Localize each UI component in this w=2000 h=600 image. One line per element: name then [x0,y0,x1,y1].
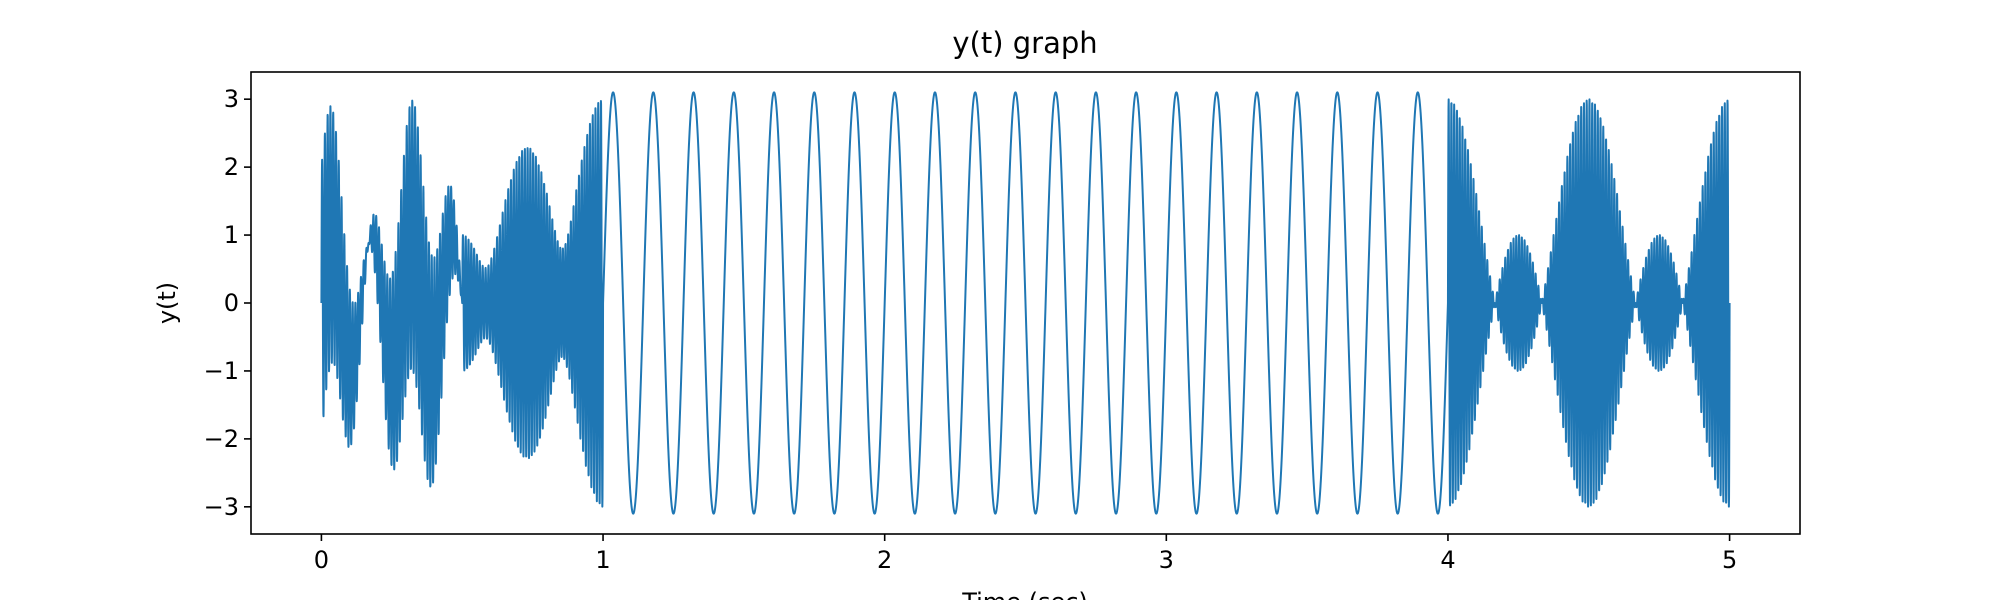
y-tick-label: 1 [224,221,239,249]
x-axis: 0 1 2 3 4 5 [314,534,1737,574]
chart-title: y(t) graph [952,26,1097,60]
y-tick-label: 3 [224,85,239,113]
x-tick-label: 0 [314,546,329,574]
series-line [320,91,1731,515]
x-tick-label: 4 [1440,546,1455,574]
y-tick-label: −1 [204,357,239,385]
y-axis-label: y(t) [153,282,181,324]
x-tick-label: 3 [1159,546,1174,574]
series-layer [320,91,1731,515]
y-tick-label: −3 [204,493,239,521]
x-axis-label: Time (sec) [961,588,1088,600]
x-tick-label: 2 [877,546,892,574]
y-tick-label: 0 [224,289,239,317]
x-tick-label: 1 [595,546,610,574]
y-tick-label: 2 [224,153,239,181]
y-axis: −3 −2 −1 0 1 2 3 [204,85,251,521]
x-tick-label: 5 [1722,546,1737,574]
y-tick-label: −2 [204,425,239,453]
